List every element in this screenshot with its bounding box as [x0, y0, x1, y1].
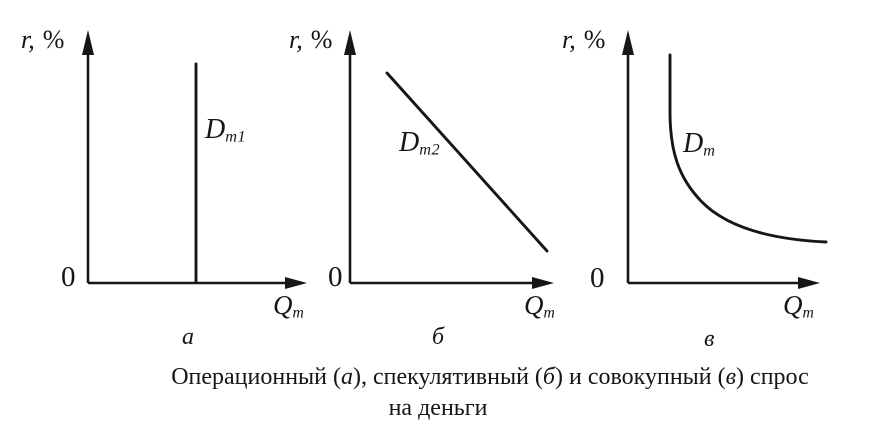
- panel-a-y-arrow-icon: [82, 30, 94, 55]
- caption-ref-b: б: [542, 364, 555, 390]
- caption-ref-v: в: [725, 364, 737, 390]
- panel-b-x-main: Q: [524, 290, 544, 320]
- curve-dm: [668, 53, 828, 244]
- panel-a-x-axis-label: Qm: [273, 292, 304, 321]
- panel-a-curve-label: Dm1: [205, 116, 246, 145]
- panel-v-y-var: r,: [562, 25, 576, 54]
- panel-v-curve-main: D: [683, 128, 704, 159]
- panel-b-letter: б: [432, 324, 445, 350]
- caption-text-3: ) и совокупный (: [555, 364, 726, 390]
- panel-b-origin-label: 0: [328, 261, 343, 293]
- panel-v-origin-label: 0: [590, 262, 605, 294]
- panel-a-origin-label: 0: [61, 261, 76, 293]
- panel-v-y-arrow-icon: [622, 30, 634, 55]
- panel-a-curve-sub: m1: [225, 127, 247, 146]
- caption-line2: на деньги: [388, 395, 488, 421]
- panel-a-y-unit: %: [42, 25, 65, 54]
- panel-b-y-axis-label: r,%: [289, 27, 332, 53]
- figure-caption: Операционный (а), спекулятивный (б) и со…: [90, 362, 890, 424]
- panel-a-x-main: Q: [273, 290, 293, 320]
- panel-a-curve-main: D: [205, 114, 226, 145]
- panel-b-y-var: r,: [289, 25, 303, 54]
- panel-v-y-axis-label: r,%: [562, 27, 605, 53]
- panel-v-curve-sub: m: [703, 141, 716, 160]
- panel-v-curve-label: Dm: [683, 130, 715, 159]
- panel-b-curve-main: D: [399, 127, 420, 158]
- panel-v-x-axis-label: Qm: [783, 292, 814, 321]
- panel-a-y-axis-label: r,%: [21, 27, 64, 53]
- panel-a-x-sub: m: [292, 304, 305, 322]
- panel-b-curve-label: Dm2: [399, 129, 440, 158]
- panel-b-x-arrow-icon: [532, 277, 554, 289]
- caption-text-1: Операционный (: [171, 364, 342, 390]
- caption-line1: Операционный (а), спекулятивный (б) и со…: [171, 364, 809, 390]
- caption-text-2: ), спекулятивный (: [353, 364, 543, 390]
- caption-text-4: ) спрос: [736, 364, 809, 390]
- panel-b-y-arrow-icon: [344, 30, 356, 55]
- panel-b-x-axis-label: Qm: [524, 292, 555, 321]
- caption-ref-a: а: [341, 364, 354, 390]
- panel-b-curve-sub: m2: [419, 140, 441, 159]
- panel-b-x-sub: m: [543, 304, 556, 322]
- panel-a-x-arrow-icon: [285, 277, 307, 289]
- panel-v-x-main: Q: [783, 290, 803, 320]
- panel-v-x-sub: m: [802, 304, 815, 322]
- panel-a-y-var: r,: [21, 25, 35, 54]
- panel-v-y-unit: %: [583, 25, 606, 54]
- panel-v-x-arrow-icon: [798, 277, 820, 289]
- panel-a-letter: а: [182, 324, 194, 350]
- curve-dm2: [385, 71, 549, 253]
- panel-b-y-unit: %: [310, 25, 333, 54]
- panel-v-letter: в: [704, 326, 715, 352]
